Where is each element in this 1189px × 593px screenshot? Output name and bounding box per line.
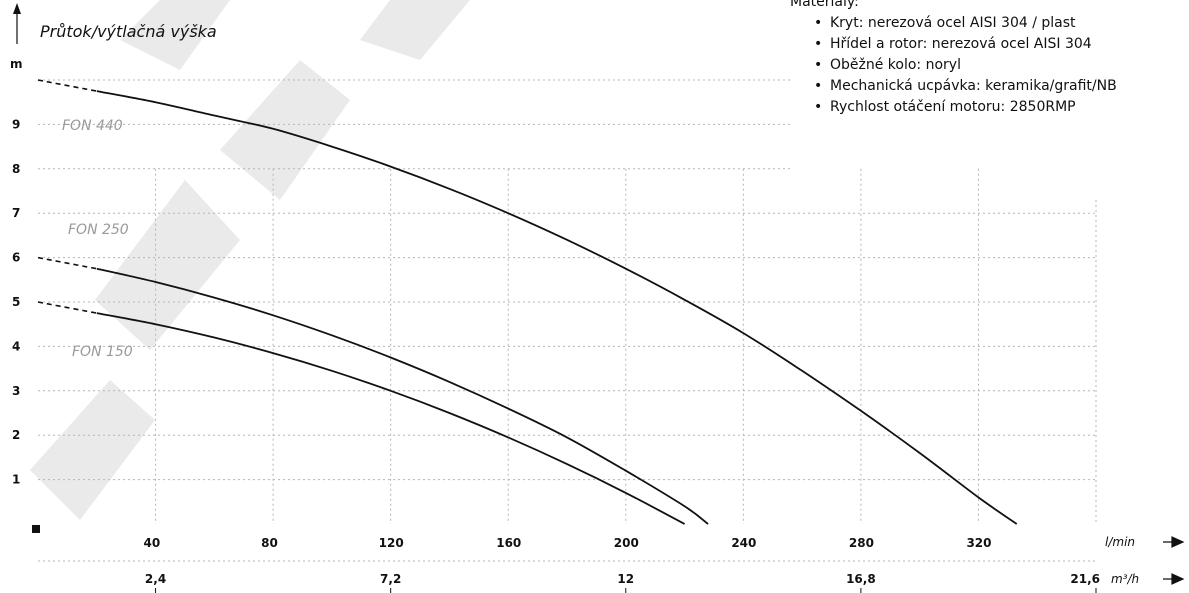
y-axis-title: Průtok/výtlačná výška [40,22,217,41]
series-line [96,267,709,525]
x2-tick-label: 2,4 [145,572,166,586]
x-tick-label: 200 [614,536,639,550]
y-axis-unit: m [10,57,23,71]
y-tick-label: 8 [12,162,20,176]
y-axis-arrow-head [13,3,21,14]
y-tick-label: 5 [12,295,20,309]
x-tick-label: 120 [379,536,404,550]
x-tick-label: 280 [849,536,874,550]
x2-tick-label: 21,6 [1070,572,1100,586]
y-tick-label: 2 [12,428,20,442]
series-label: FON 150 [72,344,133,360]
curve-labels: FON 440 FON 250 FON 150 [62,118,133,360]
x2-tick-label: 16,8 [846,572,876,586]
materials-list: Kryt: nerezová ocel AISI 304 / plast Hří… [790,13,1189,118]
y-tick-label: 7 [12,206,20,220]
series-line-dashed [37,256,97,270]
series-label: FON 440 [62,118,123,134]
watermark [30,0,470,520]
y-tick-label: 6 [12,251,20,265]
y-tick-label: 9 [12,117,20,131]
series-line [96,312,686,525]
materials-item: Mechanická ucpávka: keramika/grafit/NB [814,76,1189,97]
y-tick-label: 1 [12,473,20,487]
x-axis-arrow-1 [1163,536,1185,548]
series-label: FON 250 [68,222,129,238]
x-axis-arrow-2 [1163,573,1185,585]
series-line-dashed [37,301,97,314]
x-tick-label: 160 [496,536,521,550]
y-tick-label: 4 [12,339,20,353]
y-tick-label: 3 [12,384,20,398]
x-axis-unit-lmin: l/min [1105,535,1135,549]
x-tick-label: 240 [731,536,756,550]
curves [37,79,1018,525]
series-line [96,90,1018,525]
x-tick-label: 320 [966,536,991,550]
grid [38,79,1097,562]
series-line-dashed [37,79,97,92]
materials-item: Rychlost otáčení motoru: 2850RMP [814,97,1189,118]
x2-tick-label: 12 [617,572,634,586]
materials-item: Oběžné kolo: noryl [814,55,1189,76]
x-tick-label: 80 [261,536,278,550]
materials-title: Materiály: [790,0,859,10]
x2-tick-label: 7,2 [380,572,401,586]
materials-item: Hřídel a rotor: nerezová ocel AISI 304 [814,34,1189,55]
materials-item: Kryt: nerezová ocel AISI 304 / plast [814,13,1189,34]
x-axis-unit-m3h: m³/h [1111,572,1139,586]
x-tick-label: 40 [144,536,161,550]
origin-marker [32,525,40,533]
axes: Průtok/výtlačná výška m l/min m³/h [10,3,1185,586]
materials-panel: Materiály: Kryt: nerezová ocel AISI 304 … [790,0,1189,118]
